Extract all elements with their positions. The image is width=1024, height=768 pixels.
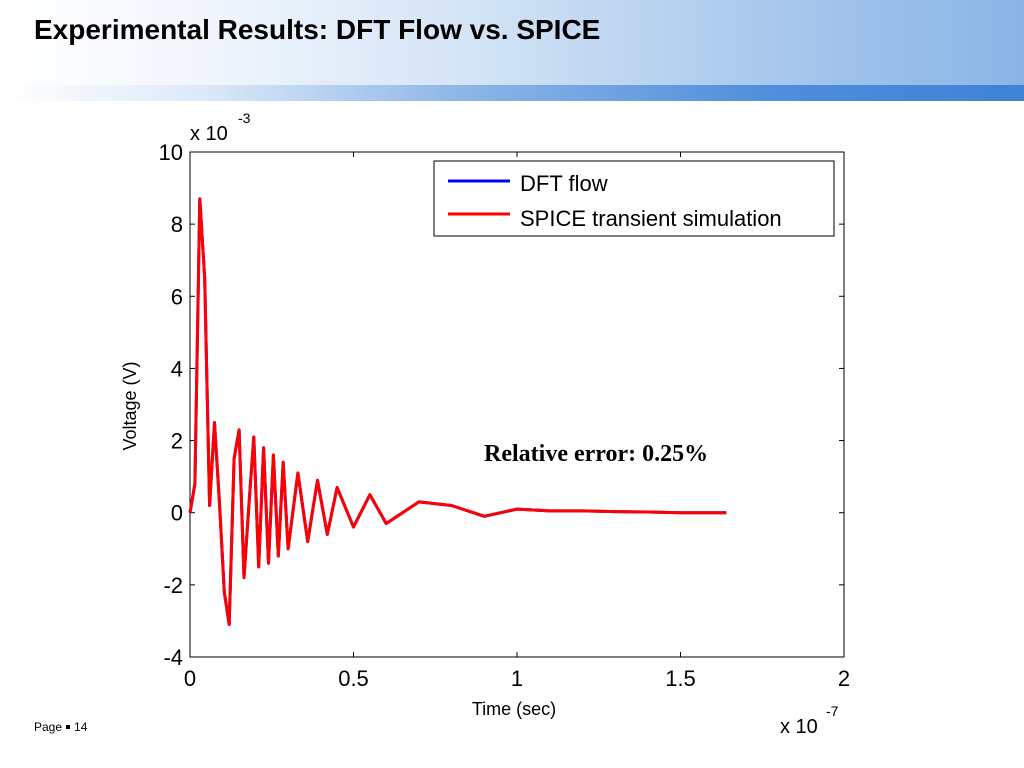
header-accent-band — [0, 85, 1024, 101]
x-multiplier-label: x 10 — [780, 716, 818, 738]
x-tick-label: 1 — [511, 666, 523, 691]
y-tick-label: 2 — [171, 429, 183, 454]
x-multiplier-exponent: -7 — [826, 703, 839, 719]
slide-title: Experimental Results: DFT Flow vs. SPICE — [34, 14, 601, 45]
y-multiplier-label: x 10 — [190, 123, 228, 145]
legend-box — [433, 160, 835, 237]
axis-ticks: 0 0.5 1 1.5 2 -4 -2 0 2 4 6 8 10 — [159, 140, 851, 691]
header-background — [0, 0, 1024, 85]
x-tick-label: 1.5 — [665, 666, 696, 691]
x-tick-label: 0 — [184, 666, 196, 691]
y-tick-label: 8 — [171, 212, 183, 237]
x-axis-label: Time (sec) — [472, 699, 556, 719]
legend: DFT flow SPICE transient simulation — [433, 160, 835, 237]
x-tick-label: 0.5 — [338, 666, 369, 691]
x-tick-label: 2 — [838, 666, 850, 691]
footer-page-label: Page — [34, 720, 63, 734]
footer-bullet-icon — [66, 724, 71, 729]
legend-label-spice: SPICE transient simulation — [520, 206, 782, 231]
legend-label-dft-flow: DFT flow — [520, 171, 608, 196]
y-tick-label: 6 — [171, 284, 183, 309]
series-line-spice — [188, 197, 727, 626]
series-lines — [188, 197, 727, 626]
y-tick-label: 4 — [171, 356, 183, 381]
y-tick-label: 10 — [159, 140, 183, 165]
footer-page-number: 14 — [74, 720, 88, 734]
relative-error-annotation: Relative error: 0.25% — [484, 441, 708, 467]
y-multiplier-exponent: -3 — [238, 110, 251, 126]
y-tick-label: 0 — [171, 501, 183, 526]
y-tick-label: -2 — [163, 573, 183, 598]
y-tick-label: -4 — [163, 645, 183, 670]
y-axis-label: Voltage (V) — [120, 361, 140, 450]
footer: Page 14 — [34, 720, 87, 734]
